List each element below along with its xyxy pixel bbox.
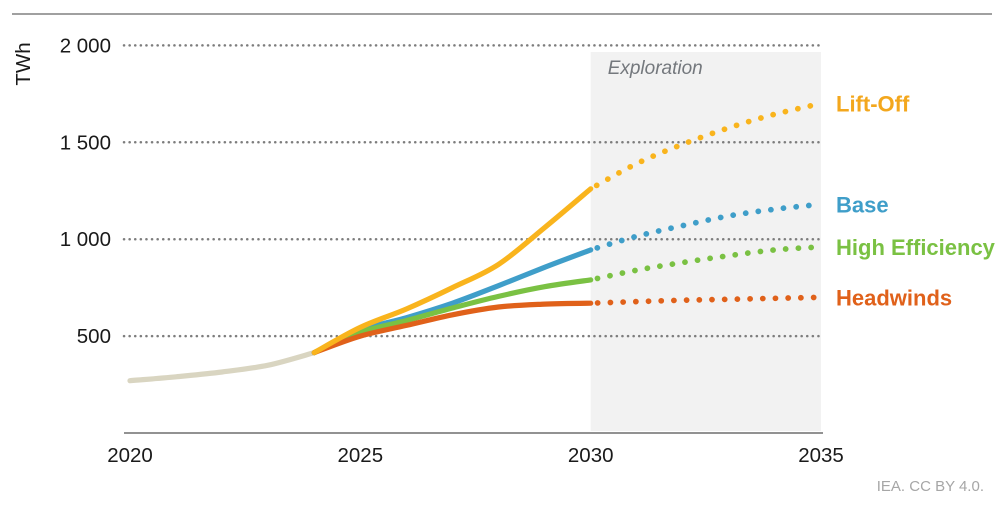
y-tick-label-1500: 1 500: [60, 131, 111, 154]
source-attribution: IEA. CC BY 4.0.: [877, 478, 984, 495]
x-tick-label-2035: 2035: [798, 444, 844, 467]
series-line-solid-headwinds: [311, 300, 594, 356]
series-line-dotted-base: [587, 201, 824, 253]
series-line-solid-high-efficiency: [311, 277, 594, 356]
exploration-region-label: Exploration: [608, 58, 703, 79]
series-line-solid-historical: [127, 350, 317, 384]
series-line-dotted-high-efficiency: [587, 244, 824, 283]
y-tick-label-2000: 2 000: [60, 34, 111, 57]
series-label-base: Base: [836, 192, 889, 217]
x-tick-label-2020: 2020: [107, 444, 153, 467]
y-tick-label-1000: 1 000: [60, 228, 111, 251]
y-axis-unit-label: TWh: [12, 42, 35, 85]
series-line-dotted-lift-off: [587, 100, 824, 192]
y-tick-label-500: 500: [77, 325, 111, 348]
series-label-high-efficiency: High Efficiency: [836, 235, 996, 260]
x-tick-label-2025: 2025: [337, 444, 383, 467]
series-line-solid-lift-off: [311, 186, 594, 356]
series-label-headwinds: Headwinds: [836, 285, 952, 310]
series-label-lift-off: Lift-Off: [836, 92, 910, 117]
exploration-region: [590, 52, 821, 431]
x-tick-label-2030: 2030: [568, 444, 614, 467]
